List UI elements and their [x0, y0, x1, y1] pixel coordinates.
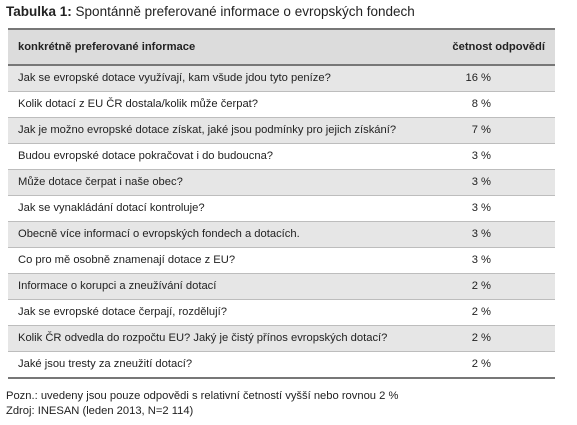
frequency-cell: 2 % — [434, 325, 555, 352]
table-body: Jak se evropské dotace využívají, kam vš… — [8, 65, 555, 379]
frequency-cell: 8 % — [434, 91, 555, 118]
frequency-cell: 3 % — [434, 247, 555, 274]
table-row: Co pro mě osobně znamenají dotace z EU? 3… — [8, 247, 555, 274]
note-text: Pozn.: uvedeny jsou pouze odpovědi s rel… — [6, 390, 399, 402]
header-info: konkrétně preferované informace — [8, 28, 435, 66]
table-row: Jak se vynakládání dotací kontroluje? 3 % — [8, 195, 555, 222]
frequency-cell: 3 % — [434, 143, 555, 170]
table-row: Informace o korupci a zneužívání dotací 2… — [8, 273, 555, 300]
info-cell: Jak se evropské dotace čerpají, rozděluj… — [8, 299, 435, 326]
info-cell: Obecně více informací o evropských fonde… — [8, 221, 435, 248]
info-cell: Co pro mě osobně znamenají dotace z EU? — [8, 247, 435, 274]
table-row: Kolik ČR odvedla do rozpočtu EU? Jaký je… — [8, 325, 555, 352]
info-cell: Jak je možno evropské dotace získat, jak… — [8, 117, 435, 144]
header-frequency: četnost odpovědí — [434, 28, 555, 66]
table-row: Obecně více informací o evropských fonde… — [8, 221, 555, 248]
table-row: Jak se evropské dotace využívají, kam vš… — [8, 65, 555, 92]
info-cell: Kolik dotací z EU ČR dostala/kolik může … — [8, 91, 435, 118]
frequency-cell: 2 % — [434, 351, 555, 379]
info-cell: Informace o korupci a zneužívání dotací — [8, 273, 435, 300]
table-header: konkrétně preferované informace četnost … — [8, 28, 555, 66]
info-cell: Jaké jsou tresty za zneužití dotací? — [8, 351, 435, 379]
frequency-cell: 2 % — [434, 273, 555, 300]
info-cell: Budou evropské dotace pokračovat i do bu… — [8, 143, 435, 170]
frequency-cell: 3 % — [434, 169, 555, 196]
table-row: Může dotace čerpat i naše obec? 3 % — [8, 169, 555, 196]
caption-label: Tabulka 1: — [6, 4, 72, 19]
frequency-cell: 7 % — [434, 117, 555, 144]
table-row: Budou evropské dotace pokračovat i do bu… — [8, 143, 555, 170]
data-table: konkrétně preferované informace četnost … — [8, 28, 555, 379]
source-text: Zdroj: INESAN (leden 2013, N=2 114) — [6, 405, 194, 417]
table-row: Jaké jsou tresty za zneužití dotací? 2 % — [8, 351, 555, 379]
caption-title: Spontánně preferované informace o evrops… — [75, 4, 415, 19]
table-row: Jak se evropské dotace čerpají, rozděluj… — [8, 299, 555, 326]
info-cell: Kolik ČR odvedla do rozpočtu EU? Jaký je… — [8, 325, 435, 352]
frequency-cell: 3 % — [434, 195, 555, 222]
info-cell: Jak se evropské dotace využívají, kam vš… — [8, 65, 435, 92]
info-cell: Může dotace čerpat i naše obec? — [8, 169, 435, 196]
frequency-cell: 16 % — [434, 65, 555, 92]
frequency-cell: 3 % — [434, 221, 555, 248]
info-cell: Jak se vynakládání dotací kontroluje? — [8, 195, 435, 222]
table-caption: Tabulka 1: Spontánně preferované informa… — [6, 4, 415, 19]
table-row: Kolik dotací z EU ČR dostala/kolik může … — [8, 91, 555, 118]
table-row: Jak je možno evropské dotace získat, jak… — [8, 117, 555, 144]
notes: Pozn.: uvedeny jsou pouze odpovědi s rel… — [6, 389, 398, 419]
frequency-cell: 2 % — [434, 299, 555, 326]
header-row: konkrétně preferované informace četnost … — [8, 28, 555, 66]
